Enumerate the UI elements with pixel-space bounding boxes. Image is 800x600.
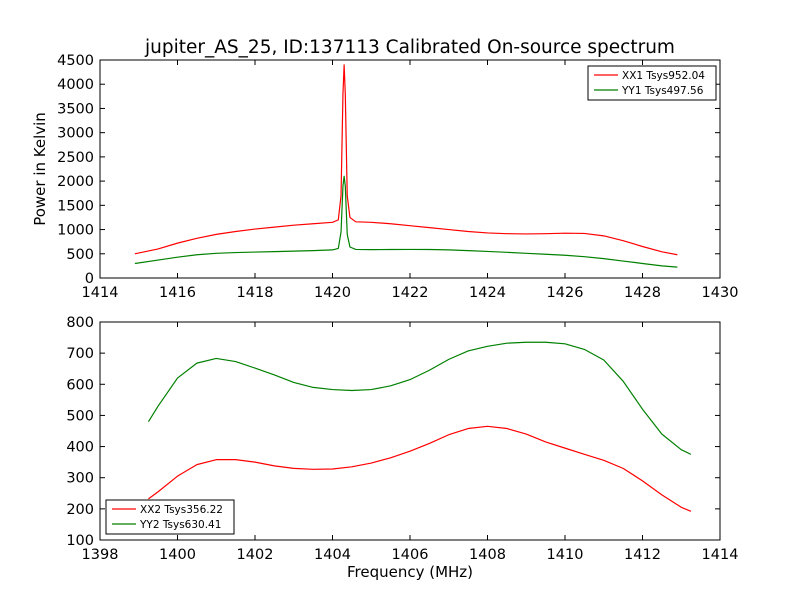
x-tick-label: 1412 (624, 547, 661, 563)
series-line-yy1 (134, 175, 678, 268)
x-tick-label: 1426 (547, 285, 584, 301)
x-tick-label: 1414 (82, 285, 119, 301)
bottom-subplot: 1398 1400 1402 1404 1406 1408 1410 1412 1414 100 2… (66, 315, 738, 581)
x-tick-label: 1422 (392, 285, 429, 301)
y-tick-label: 600 (66, 377, 94, 393)
y-tick-label: 1500 (57, 198, 94, 214)
x-tick-label: 1406 (392, 547, 429, 563)
y-tick-label: 3500 (57, 101, 94, 117)
x-tick-label: 1420 (314, 285, 351, 301)
legend: XX2 Tsys356.22 YY2 Tsys630.41 (105, 499, 235, 535)
x-tick-label: 1424 (469, 285, 506, 301)
chart-title: jupiter_AS_25, ID:137113 Calibrated On-s… (144, 37, 675, 58)
series-line-xx1 (134, 64, 678, 256)
y-axis-label: Power in Kelvin (31, 112, 49, 226)
x-tick-label: 1414 (702, 547, 739, 563)
x-tick-label: 1398 (82, 547, 119, 563)
y-tick-label: 0 (85, 271, 94, 287)
y-tick-label: 700 (66, 346, 94, 362)
legend-label: XX1 Tsys952.04 (622, 70, 705, 82)
y-tick-label: 2500 (57, 150, 94, 166)
x-tick-label: 1404 (314, 547, 351, 563)
y-tick-label: 500 (66, 408, 94, 424)
y-tick-label: 1000 (57, 223, 94, 239)
series-line-yy2 (147, 341, 692, 455)
legend-box (587, 65, 717, 101)
series-line-xx2 (148, 425, 692, 512)
x-tick-label: 1400 (159, 547, 196, 563)
x-tick-label: 1408 (469, 547, 506, 563)
y-tick-label: 200 (66, 502, 94, 518)
legend: XX1 Tsys952.04 YY1 Tsys497.56 (587, 65, 717, 101)
top-subplot: 1414 1416 1418 1420 1422 1424 1426 1428 1430 0 500… (31, 53, 738, 301)
x-axis-label: Frequency (MHz) (347, 563, 473, 581)
y-tick-label: 500 (66, 247, 94, 263)
x-tick-label: 1402 (237, 547, 274, 563)
y-tick-label: 400 (66, 440, 94, 456)
legend-label: YY1 Tsys497.56 (621, 85, 704, 97)
legend-label: XX2 Tsys356.22 (140, 504, 223, 516)
y-tick-label: 2000 (57, 174, 94, 190)
y-tick-label: 3000 (57, 126, 94, 142)
x-tick-label: 1416 (159, 285, 196, 301)
x-tick-label: 1418 (237, 285, 274, 301)
y-tick-label: 100 (66, 533, 94, 549)
legend-box (105, 499, 235, 535)
y-tick-label: 4000 (57, 77, 94, 93)
legend-label: YY2 Tsys630.41 (139, 519, 221, 531)
x-tick-label: 1430 (702, 285, 739, 301)
y-tick-label: 800 (66, 315, 94, 331)
x-tick-label: 1428 (624, 285, 661, 301)
y-tick-label: 4500 (57, 53, 94, 69)
y-tick-label: 300 (66, 471, 94, 487)
x-tick-label: 1410 (547, 547, 584, 563)
